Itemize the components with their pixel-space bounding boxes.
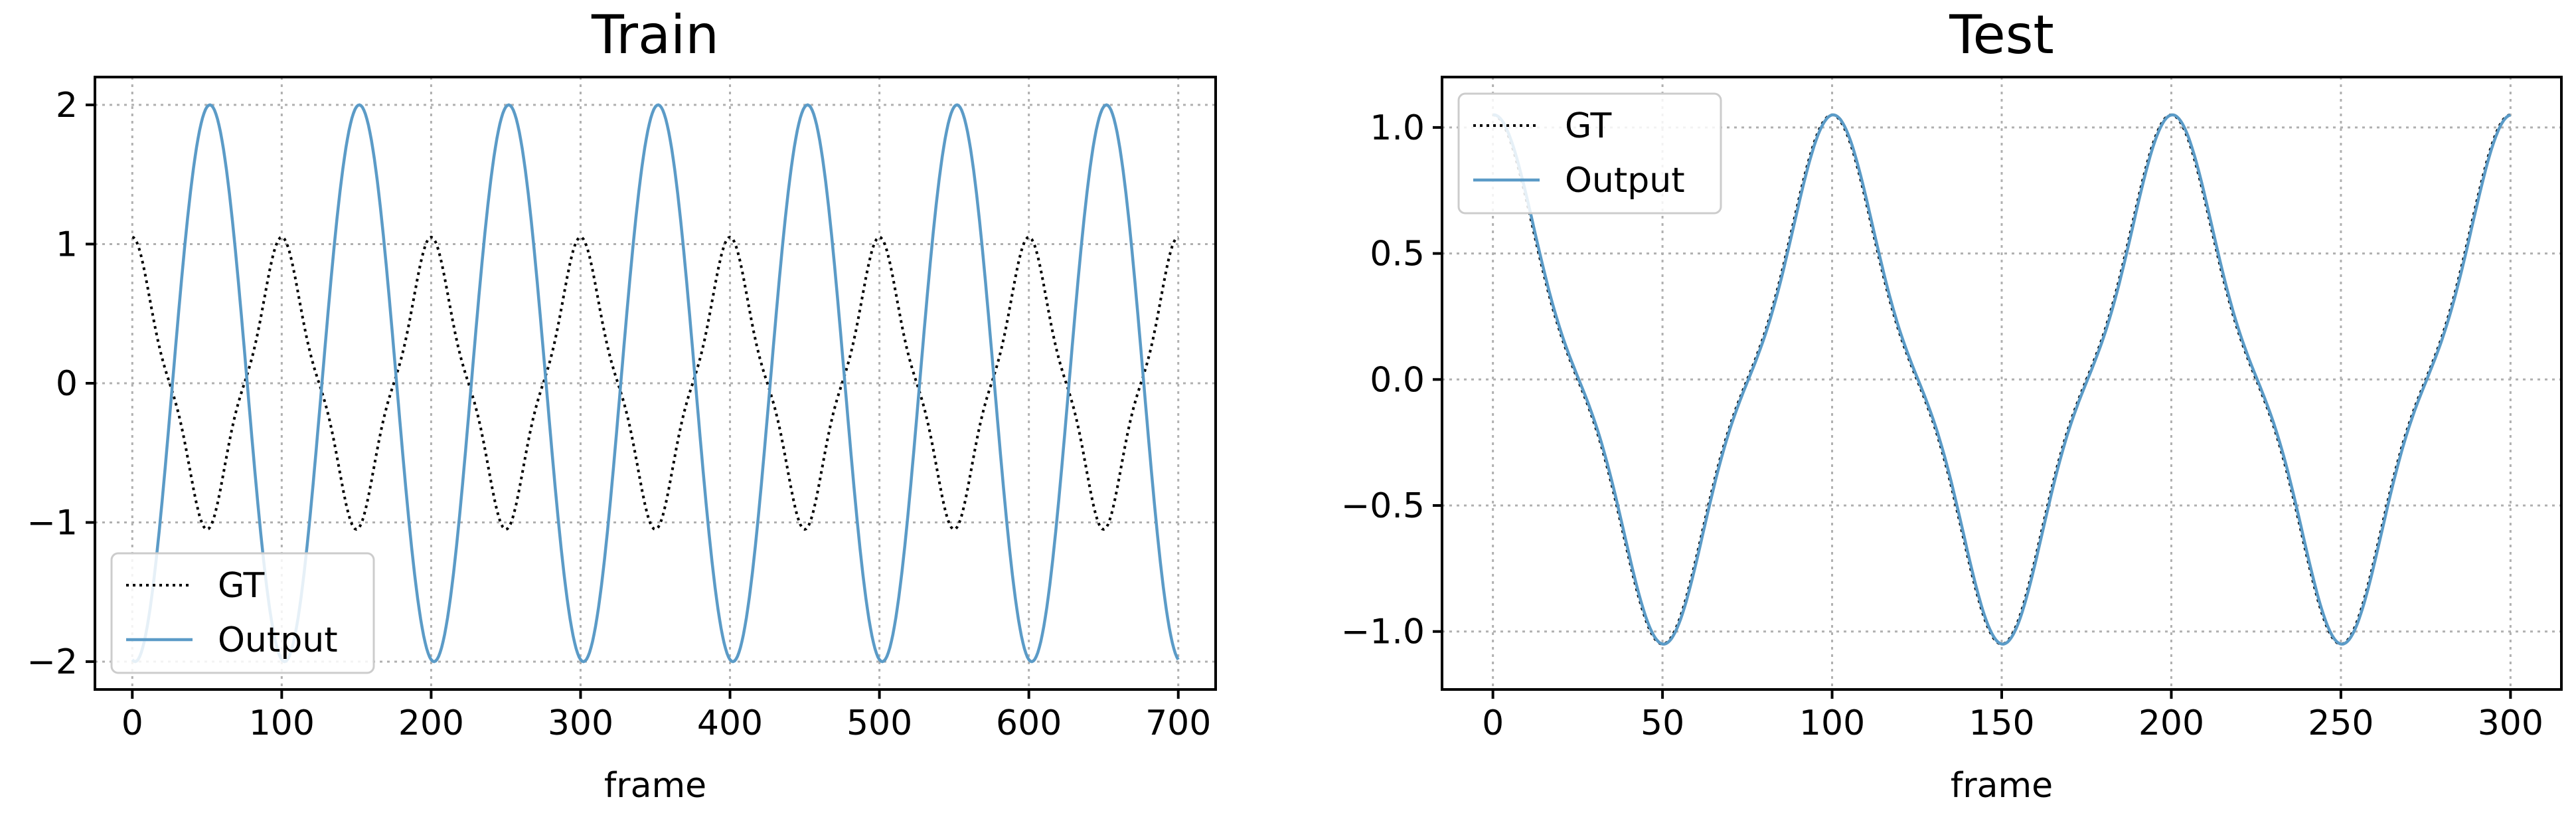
x-axis-label: frame	[604, 766, 706, 806]
x-tick-label: 0	[1482, 703, 1504, 743]
legend-label-output: Output	[218, 620, 338, 660]
y-tick-label: −2	[27, 642, 78, 682]
series-line-output	[1492, 113, 2512, 646]
x-tick-label: 300	[548, 703, 613, 743]
legend-label-gt: GT	[1565, 106, 1611, 146]
legend-box	[110, 552, 375, 674]
y-tick-label: 1.0	[1370, 108, 1425, 148]
x-tick-label: 400	[697, 703, 763, 743]
series-line-output	[131, 103, 1180, 664]
x-tick-label: 100	[1799, 703, 1865, 743]
x-tick-label: 100	[249, 703, 315, 743]
series-line-gt	[131, 235, 1179, 531]
chart-title: Train	[591, 4, 719, 66]
x-tick-label: 700	[1145, 703, 1211, 743]
chart-title: Test	[1949, 4, 2054, 66]
x-tick-label: 250	[2308, 703, 2374, 743]
x-tick-label: 150	[1969, 703, 2034, 743]
x-tick-label: 50	[1641, 703, 1684, 743]
legend-label-output: Output	[1565, 161, 1685, 201]
train-plot: 0 100 200 300 400 500 600 700 −2 −1 0 1 2 Train frame G…	[27, 4, 1217, 806]
x-tick-label: 200	[2138, 703, 2204, 743]
x-tick-label: 300	[2478, 703, 2543, 743]
x-tick-label: 200	[398, 703, 464, 743]
y-tick-label: 0	[56, 364, 78, 404]
y-tick-label: −0.5	[1341, 486, 1425, 526]
x-tick-label: 600	[996, 703, 1062, 743]
y-tick-label: 1	[56, 225, 78, 264]
test-plot: 0 50 100 150 200 250 300 −1.0 −0.5 0.0 0.5 1.0 Test f…	[1341, 4, 2563, 806]
legend-label-gt: GT	[218, 566, 264, 606]
y-tick-label: −1	[27, 503, 78, 543]
x-axis-label: frame	[1951, 766, 2053, 806]
y-tick-label: −1.0	[1341, 612, 1425, 652]
y-tick-label: 0.0	[1370, 360, 1425, 400]
legend-box	[1457, 92, 1722, 215]
x-tick-label: 0	[121, 703, 143, 743]
y-tick-label: 2	[56, 86, 78, 126]
y-tick-label: 0.5	[1370, 234, 1425, 274]
x-tick-label: 500	[846, 703, 912, 743]
